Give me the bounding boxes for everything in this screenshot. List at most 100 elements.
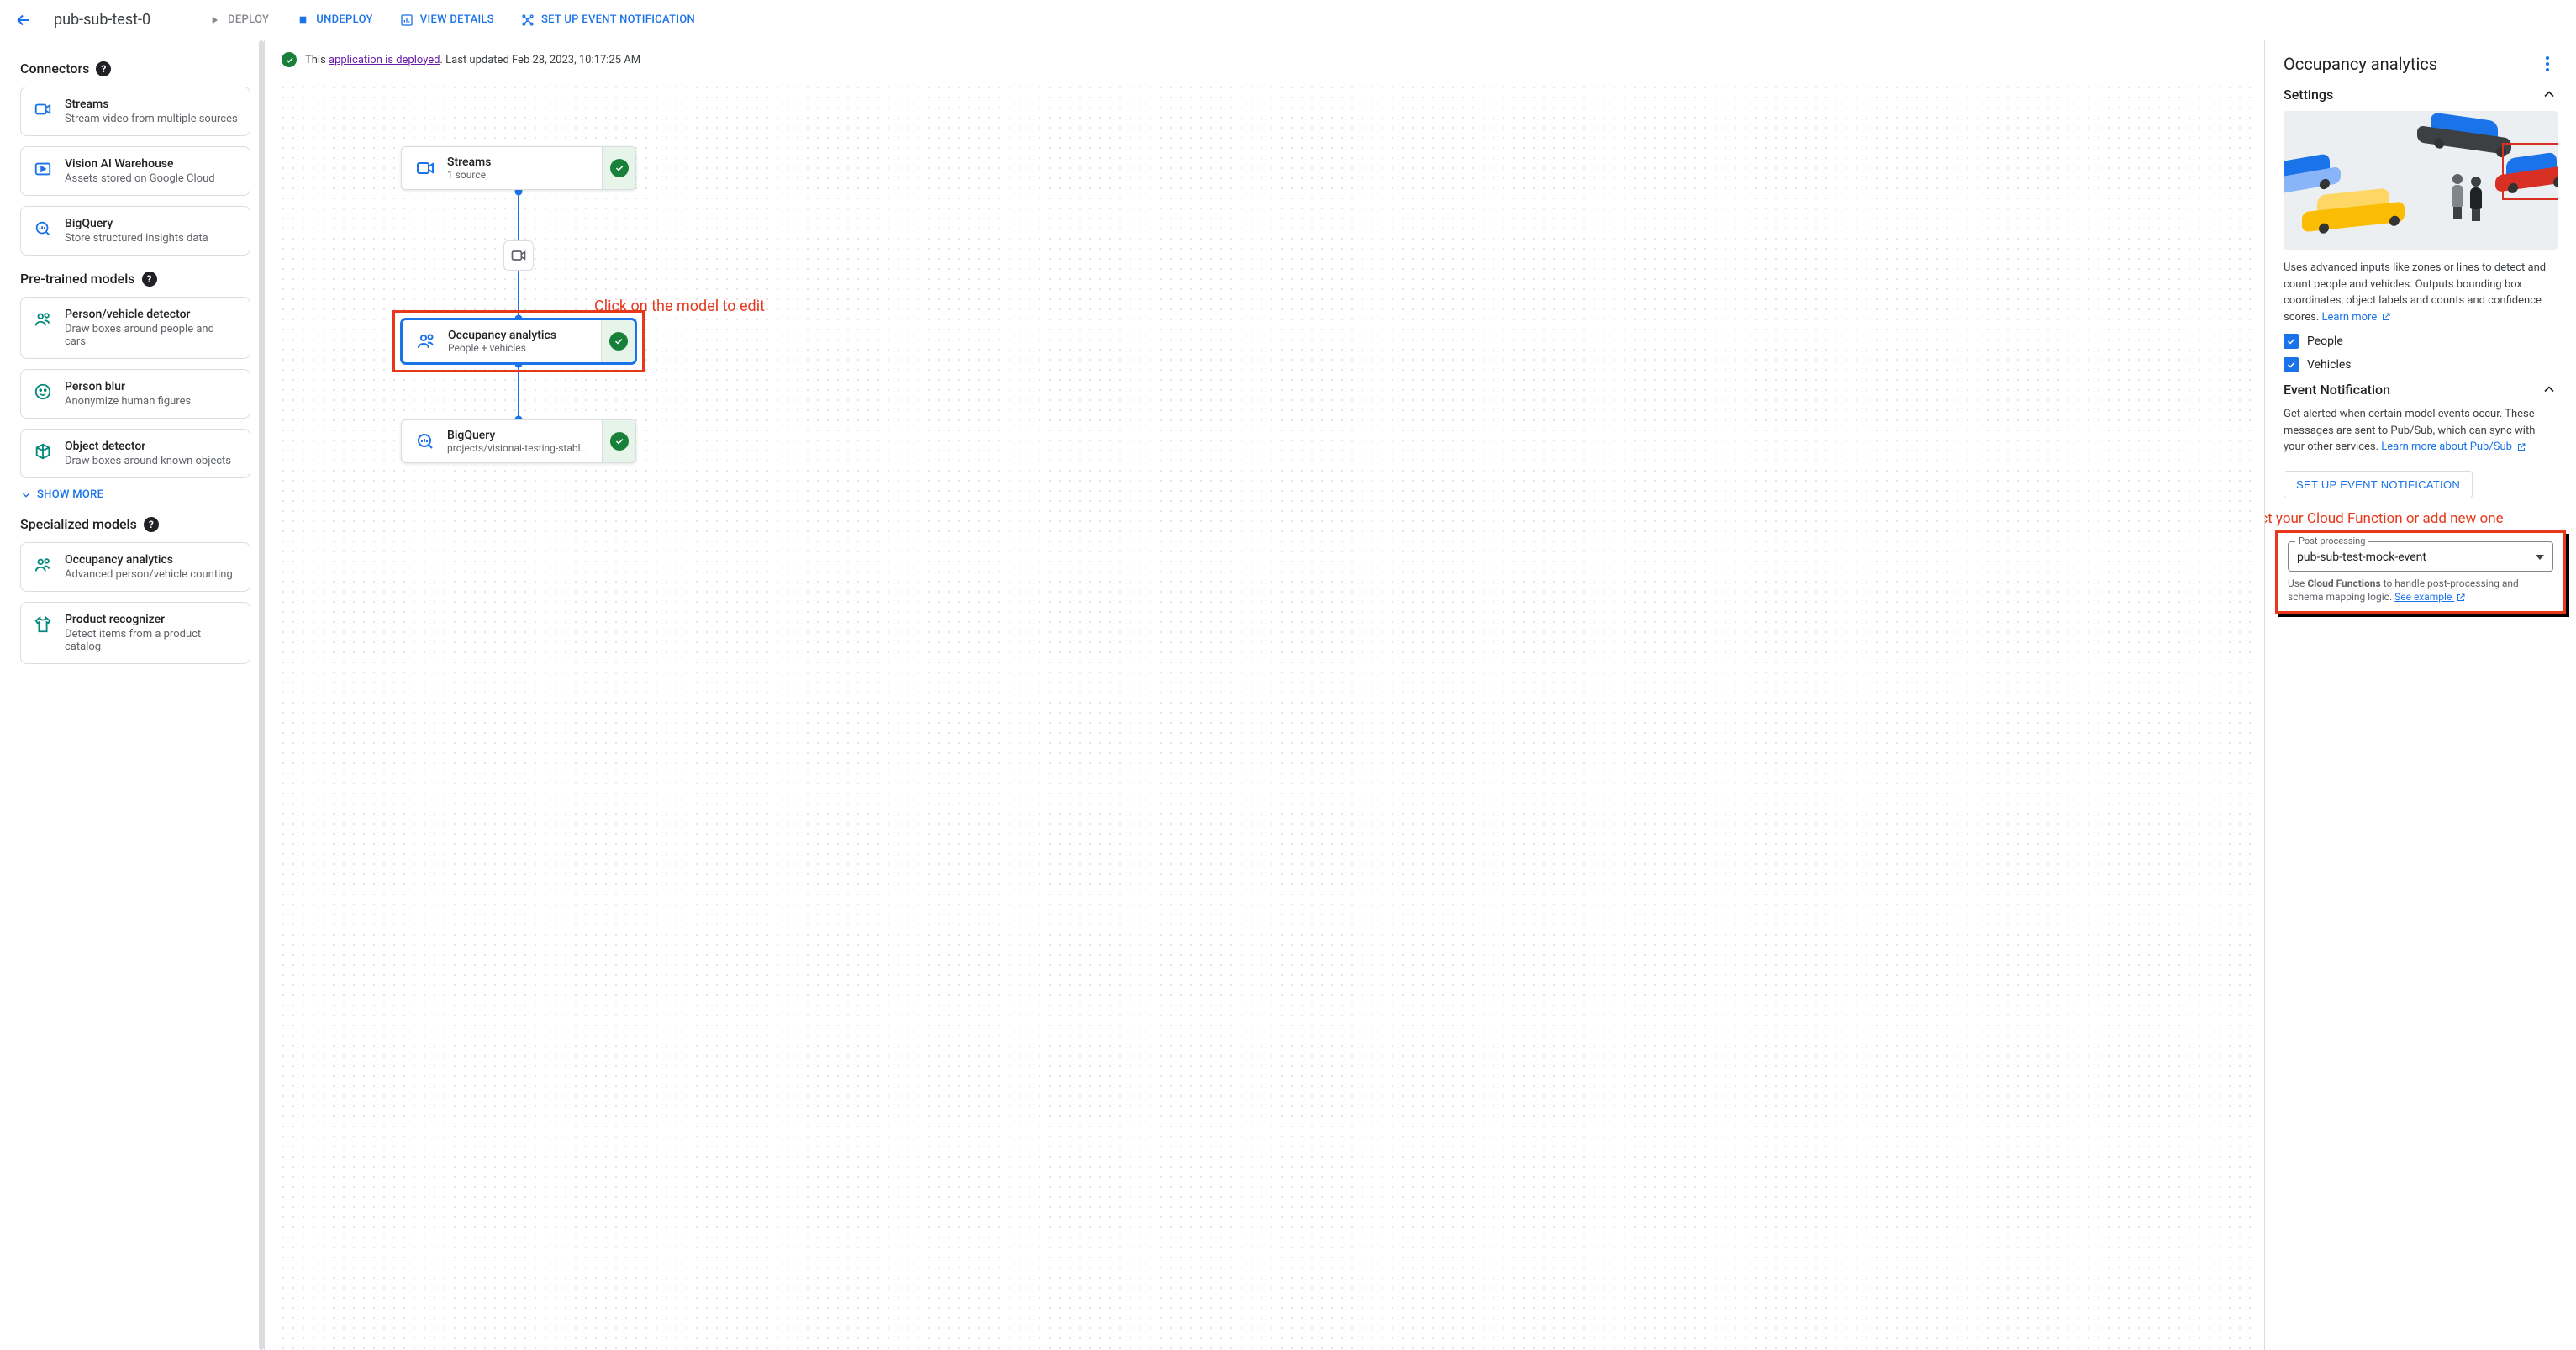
event-section-toggle[interactable]: Event Notification xyxy=(2284,381,2558,398)
node-title: Occupancy analytics xyxy=(448,329,601,342)
settings-heading: Settings xyxy=(2284,87,2333,103)
illustration xyxy=(2284,111,2558,250)
view-details-button[interactable]: View Details xyxy=(397,7,498,34)
external-link-icon xyxy=(2381,312,2391,322)
field-label: Post-processing xyxy=(2295,535,2368,546)
help-icon[interactable]: ? xyxy=(96,61,111,76)
card-sub: Store structured insights data xyxy=(65,232,208,245)
node-status xyxy=(602,147,635,189)
panel-title: Occupancy analytics xyxy=(2284,54,2437,74)
checkbox-label: Vehicles xyxy=(2307,358,2352,372)
back-button[interactable] xyxy=(13,10,34,30)
node-title: BigQuery xyxy=(447,429,602,442)
card-title: Occupancy analytics xyxy=(65,553,233,567)
shirt-icon xyxy=(33,614,53,635)
section-specialized-title: Specialized models xyxy=(20,516,137,532)
more-menu-button[interactable] xyxy=(2537,54,2558,74)
card-streams[interactable]: Streams Stream video from multiple sourc… xyxy=(20,87,250,136)
status-bar: This application is deployed. Last updat… xyxy=(265,40,2264,79)
card-bigquery[interactable]: BigQuery Store structured insights data xyxy=(20,206,250,256)
event-heading: Event Notification xyxy=(2284,382,2390,398)
card-title: Person/vehicle detector xyxy=(65,308,238,321)
status-link[interactable]: application is deployed xyxy=(329,54,440,66)
show-more-label: Show More xyxy=(37,488,103,501)
video-feed-icon xyxy=(414,156,437,180)
page-title: pub-sub-test-0 xyxy=(54,11,150,29)
card-person-vehicle[interactable]: Person/vehicle detector Draw boxes aroun… xyxy=(20,297,250,359)
checkbox-vehicles[interactable]: Vehicles xyxy=(2284,357,2558,372)
view-details-label: View Details xyxy=(420,13,494,26)
status-prefix: This xyxy=(305,54,329,66)
learn-more-link[interactable]: Learn more xyxy=(2321,311,2391,324)
check-circle-icon xyxy=(282,52,297,67)
node-streams[interactable]: Streams 1 source xyxy=(401,146,636,190)
event-description: Get alerted when certain model events oc… xyxy=(2284,406,2558,456)
card-sub: Draw boxes around people and cars xyxy=(65,323,238,348)
status-text: This application is deployed. Last updat… xyxy=(305,54,640,66)
card-title: Person blur xyxy=(65,380,191,393)
checkbox-people[interactable]: People xyxy=(2284,334,2558,349)
node-sub: projects/visionai-testing-stabl... xyxy=(447,442,602,454)
face-icon xyxy=(33,382,53,402)
deploy-button[interactable]: Deploy xyxy=(204,7,272,34)
video-feed-icon xyxy=(33,99,53,119)
graph-canvas[interactable]: Streams 1 source Occupancy analytics Peo… xyxy=(275,79,2254,1350)
chart-icon xyxy=(400,13,414,27)
card-title: Vision AI Warehouse xyxy=(65,157,215,171)
section-connectors: Connectors ? xyxy=(20,61,250,76)
card-sub: Draw boxes around known objects xyxy=(65,455,231,467)
people-icon xyxy=(33,309,53,330)
card-warehouse[interactable]: Vision AI Warehouse Assets stored on Goo… xyxy=(20,146,250,196)
section-connectors-title: Connectors xyxy=(20,61,89,76)
details-panel: Occupancy analytics Settings xyxy=(2265,40,2576,1350)
pubsub-link[interactable]: Learn more about Pub/Sub xyxy=(2381,440,2526,453)
card-object-detector[interactable]: Object detector Draw boxes around known … xyxy=(20,429,250,478)
helper-text: Use Cloud Functions to handle post-proce… xyxy=(2288,577,2553,605)
status-suffix: . Last updated Feb 28, 2023, 10:17:25 AM xyxy=(440,54,641,66)
section-pretrained: Pre-trained models ? xyxy=(20,271,250,287)
annotation-text: Click on the model to edit xyxy=(594,298,765,315)
node-status xyxy=(602,420,635,462)
play-box-icon xyxy=(33,159,53,179)
setup-event-button[interactable]: Set Up Event Notification xyxy=(518,7,698,34)
card-title: Object detector xyxy=(65,440,231,453)
card-sub: Anonymize human figures xyxy=(65,395,191,408)
node-sub: People + vehicles xyxy=(448,342,601,354)
annotation-text: Select your Cloud Function or add new on… xyxy=(2265,510,2507,527)
card-sub: Stream video from multiple sources xyxy=(65,113,238,125)
edge-line xyxy=(518,364,519,419)
settings-section-toggle[interactable]: Settings xyxy=(2284,86,2558,103)
helper-bold: Cloud Functions xyxy=(2307,577,2380,589)
card-sub: Detect items from a product catalog xyxy=(65,628,238,653)
chevron-up-icon xyxy=(2541,381,2558,398)
deploy-label: Deploy xyxy=(228,13,269,26)
graph-icon xyxy=(521,13,535,27)
bigquery-icon xyxy=(33,219,53,239)
help-icon[interactable]: ? xyxy=(144,517,159,532)
node-bigquery[interactable]: BigQuery projects/visionai-testing-stabl… xyxy=(401,419,636,463)
card-product-recognizer[interactable]: Product recognizer Detect items from a p… xyxy=(20,602,250,664)
see-example-link[interactable]: See example xyxy=(2394,591,2466,603)
play-icon xyxy=(208,13,221,27)
card-occupancy[interactable]: Occupancy analytics Advanced person/vehi… xyxy=(20,542,250,592)
section-specialized: Specialized models ? xyxy=(20,516,250,532)
checkbox-icon xyxy=(2284,357,2299,372)
setup-event-notification-button[interactable]: SET UP EVENT NOTIFICATION xyxy=(2284,471,2473,498)
card-person-blur[interactable]: Person blur Anonymize human figures xyxy=(20,369,250,419)
post-processing-select[interactable]: Post-processing pub-sub-test-mock-event xyxy=(2288,541,2553,572)
setup-event-label: Set Up Event Notification xyxy=(541,13,695,26)
external-link-icon xyxy=(2456,593,2466,603)
chevron-down-icon xyxy=(20,489,32,501)
undeploy-button[interactable]: Undeploy xyxy=(292,7,377,34)
people-icon xyxy=(33,555,53,575)
sidebar: Connectors ? Streams Stream video from m… xyxy=(0,40,265,1350)
node-occupancy[interactable]: Occupancy analytics People + vehicles xyxy=(401,319,636,364)
card-title: Streams xyxy=(65,98,238,111)
help-icon[interactable]: ? xyxy=(142,272,157,287)
show-more-button[interactable]: Show More xyxy=(20,488,250,501)
card-title: Product recognizer xyxy=(65,613,238,626)
card-title: BigQuery xyxy=(65,217,208,230)
card-sub: Assets stored on Google Cloud xyxy=(65,172,215,185)
field-value: pub-sub-test-mock-event xyxy=(2297,551,2426,564)
people-icon xyxy=(414,330,438,353)
